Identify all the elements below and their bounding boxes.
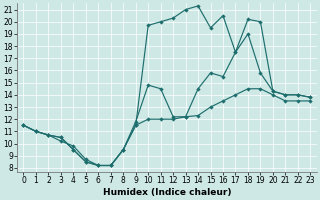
X-axis label: Humidex (Indice chaleur): Humidex (Indice chaleur)	[103, 188, 231, 197]
